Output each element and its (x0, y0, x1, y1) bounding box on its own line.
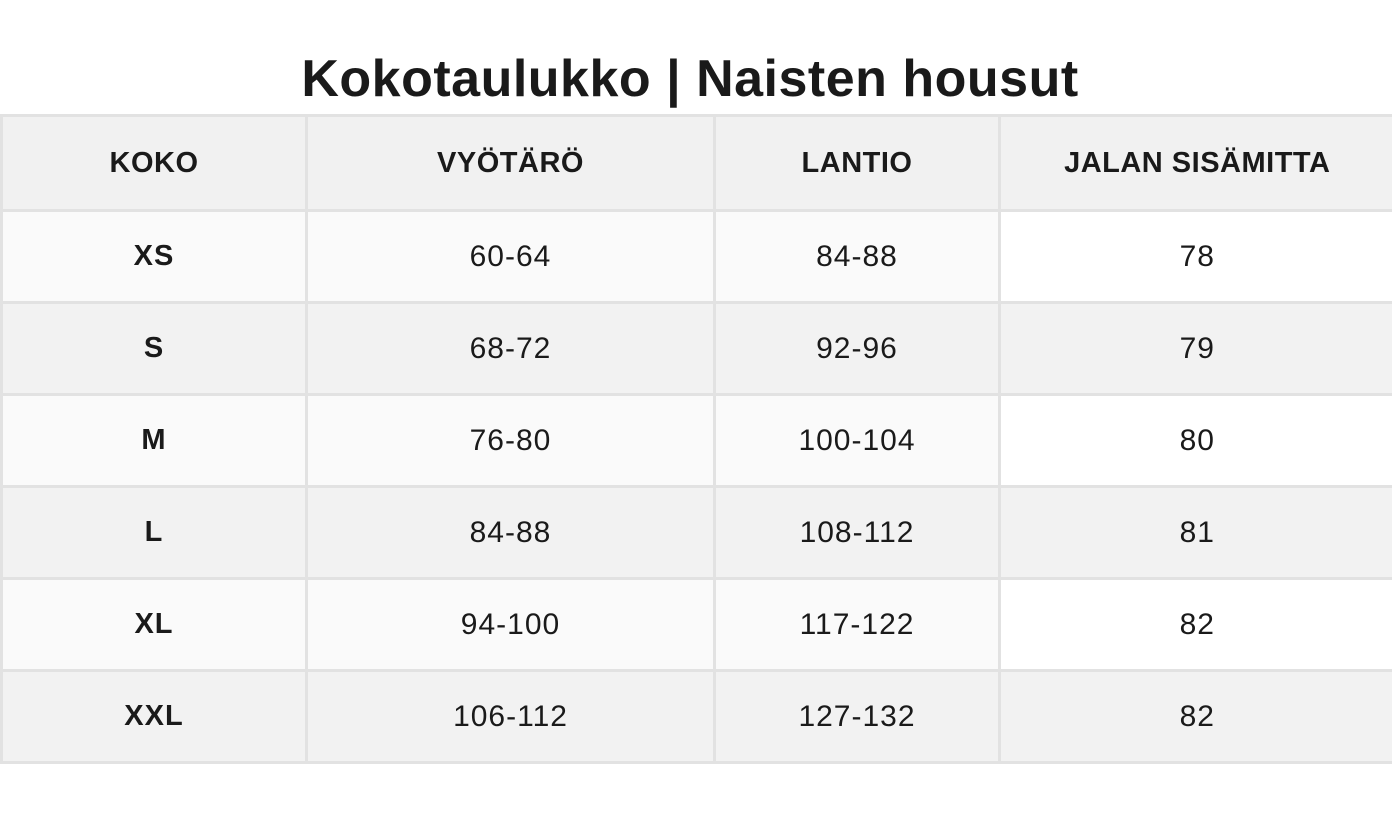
waist-cell: 106-112 (305, 669, 716, 764)
table-header-row: KOKO VYÖTÄRÖ LANTIO JALAN SISÄMITTA (0, 114, 1392, 212)
inseam-cell: 78 (998, 209, 1392, 304)
waist-cell: 76-80 (305, 393, 716, 488)
header-inseam: JALAN SISÄMITTA (998, 114, 1392, 212)
hip-cell: 100-104 (713, 393, 1001, 488)
inseam-cell: 80 (998, 393, 1392, 488)
header-hip: LANTIO (713, 114, 1001, 212)
table-row: XS 60-64 84-88 78 (0, 209, 1392, 304)
waist-cell: 60-64 (305, 209, 716, 304)
table-row: S 68-72 92-96 79 (0, 301, 1392, 396)
inseam-cell: 81 (998, 485, 1392, 580)
table-row: M 76-80 100-104 80 (0, 393, 1392, 488)
table-row: L 84-88 108-112 81 (0, 485, 1392, 580)
header-size: KOKO (0, 114, 308, 212)
inseam-cell: 82 (998, 669, 1392, 764)
inseam-cell: 82 (998, 577, 1392, 672)
size-cell: XL (0, 577, 308, 672)
table-row: XXL 106-112 127-132 82 (0, 669, 1392, 764)
hip-cell: 108-112 (713, 485, 1001, 580)
size-cell: L (0, 485, 308, 580)
waist-cell: 94-100 (305, 577, 716, 672)
hip-cell: 84-88 (713, 209, 1001, 304)
page-title: Kokotaulukko | Naisten housut (301, 49, 1079, 108)
size-cell: S (0, 301, 308, 396)
hip-cell: 92-96 (713, 301, 1001, 396)
waist-cell: 84-88 (305, 485, 716, 580)
hip-cell: 127-132 (713, 669, 1001, 764)
size-cell: XXL (0, 669, 308, 764)
waist-cell: 68-72 (305, 301, 716, 396)
header-waist: VYÖTÄRÖ (305, 114, 716, 212)
size-chart-table: KOKO VYÖTÄRÖ LANTIO JALAN SISÄMITTA XS 6… (0, 114, 1392, 764)
size-cell: XS (0, 209, 308, 304)
size-cell: M (0, 393, 308, 488)
inseam-cell: 79 (998, 301, 1392, 396)
table-row: XL 94-100 117-122 82 (0, 577, 1392, 672)
hip-cell: 117-122 (713, 577, 1001, 672)
